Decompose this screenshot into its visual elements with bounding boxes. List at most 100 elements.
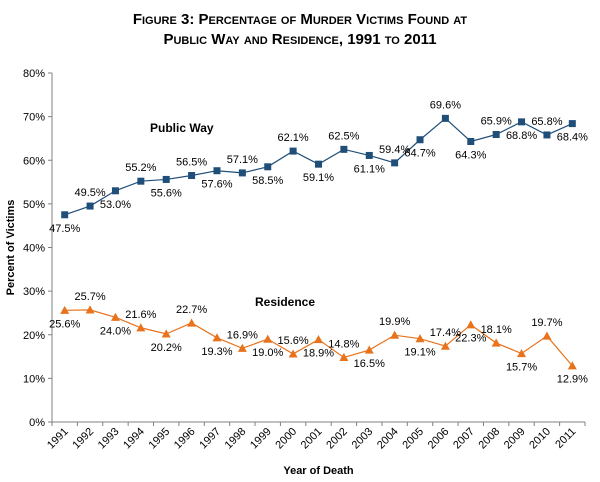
- data-point-marker: [466, 320, 476, 329]
- data-label: 57.6%: [201, 179, 232, 191]
- x-tick-label: 2002: [324, 426, 350, 452]
- data-point-marker: [188, 172, 196, 180]
- data-label: 57.1%: [227, 154, 258, 166]
- data-point-marker: [543, 131, 551, 139]
- data-label: 25.7%: [74, 291, 105, 303]
- x-tick-label: 2010: [527, 426, 553, 452]
- data-point-marker: [137, 177, 145, 185]
- data-point-marker: [314, 335, 323, 344]
- x-tick-label: 2008: [476, 426, 502, 452]
- x-tick-label: 1997: [197, 426, 223, 452]
- data-point-marker: [213, 167, 221, 175]
- data-point-marker: [161, 329, 171, 338]
- data-label: 64.3%: [455, 149, 486, 161]
- data-label: 62.1%: [278, 132, 309, 144]
- data-label: 15.7%: [506, 362, 537, 374]
- data-point-marker: [467, 137, 475, 145]
- series-label-public-way: Public Way: [150, 121, 214, 135]
- data-label: 16.9%: [227, 329, 258, 341]
- x-tick-label: 1998: [223, 426, 249, 452]
- x-tick-label: 2009: [502, 426, 528, 452]
- x-tick-label: 1995: [147, 426, 173, 452]
- x-tick-label: 1994: [121, 426, 147, 452]
- data-label: 56.5%: [176, 157, 207, 169]
- data-label: 18.1%: [481, 324, 512, 336]
- data-label: 47.5%: [49, 223, 80, 235]
- data-point-marker: [288, 349, 298, 358]
- data-point-marker: [440, 341, 450, 350]
- series-label-residence: Residence: [255, 295, 315, 309]
- data-point-marker: [60, 305, 70, 314]
- data-point-marker: [110, 312, 120, 321]
- data-label: 15.6%: [278, 335, 309, 347]
- x-tick-label: 2005: [400, 426, 426, 452]
- data-point-marker: [263, 334, 273, 343]
- data-point-marker: [85, 305, 95, 314]
- data-point-marker: [237, 343, 247, 352]
- data-point-marker: [441, 114, 449, 122]
- data-label: 19.3%: [201, 346, 232, 358]
- y-tick-label: 30%: [23, 286, 45, 298]
- y-tick-label: 60%: [23, 155, 45, 167]
- x-tick-label: 1999: [248, 426, 274, 452]
- y-axis-title: Percent of Victims: [5, 200, 17, 296]
- data-point-marker: [568, 120, 576, 128]
- data-label: 59.4%: [379, 144, 410, 156]
- data-point-marker: [315, 160, 322, 168]
- data-point-marker: [391, 159, 399, 167]
- data-point-marker: [416, 136, 424, 144]
- x-tick-label: 1991: [45, 426, 71, 452]
- data-label: 17.4%: [430, 327, 461, 339]
- y-tick-label: 0%: [29, 417, 45, 429]
- x-tick-label: 2004: [375, 426, 401, 452]
- data-point-marker: [364, 345, 374, 354]
- data-label: 14.8%: [328, 338, 359, 350]
- data-label: 55.2%: [125, 162, 156, 174]
- y-tick-label: 10%: [23, 373, 45, 385]
- data-label: 20.2%: [151, 342, 182, 354]
- x-tick-label: 2000: [273, 426, 299, 452]
- data-label: 22.3%: [455, 333, 486, 345]
- data-point-marker: [518, 118, 526, 126]
- y-tick-label: 20%: [23, 330, 45, 342]
- x-tick-label: 2007: [451, 426, 477, 452]
- data-point-marker: [415, 334, 425, 343]
- chart-title-line-1: Figure 3: Percentage of Murder Victims F…: [132, 11, 468, 28]
- x-tick-label: 2001: [299, 426, 325, 452]
- data-label: 64.7%: [404, 148, 435, 160]
- data-point-marker: [111, 187, 119, 195]
- x-tick-label: 1996: [172, 426, 198, 452]
- data-point-marker: [340, 145, 348, 153]
- chart-title-line-2: Public Way and Residence, 1991 to 2011: [163, 31, 437, 48]
- data-label: 68.8%: [506, 130, 537, 142]
- data-label: 62.5%: [328, 130, 359, 142]
- data-label: 19.7%: [531, 317, 562, 329]
- data-label: 69.6%: [430, 99, 461, 111]
- x-tick-label: 1992: [70, 426, 96, 452]
- data-label: 58.5%: [252, 175, 283, 187]
- data-label: 53.0%: [100, 199, 131, 211]
- data-point-marker: [187, 318, 197, 327]
- chart-title: Figure 3: Percentage of Murder Victims F…: [0, 10, 600, 50]
- data-point-marker: [238, 169, 246, 177]
- data-label: 55.6%: [151, 187, 182, 199]
- data-point-marker: [162, 175, 170, 183]
- data-point-marker: [492, 131, 500, 139]
- data-label: 65.9%: [481, 116, 512, 128]
- data-point-marker: [61, 211, 69, 219]
- x-axis-title: Year of Death: [283, 465, 354, 477]
- data-label: 61.1%: [354, 163, 385, 175]
- data-label: 18.9%: [303, 348, 334, 360]
- data-label: 21.6%: [125, 309, 156, 321]
- data-label: 65.8%: [531, 116, 562, 128]
- data-point-marker: [567, 361, 577, 370]
- data-point-marker: [365, 151, 373, 159]
- y-tick-label: 40%: [23, 243, 45, 255]
- y-tick-label: 70%: [23, 112, 45, 124]
- data-point-marker: [212, 333, 222, 342]
- data-point-marker: [289, 147, 297, 155]
- data-label: 19.0%: [252, 347, 283, 359]
- data-point-marker: [86, 202, 94, 210]
- x-tick-label: 2011: [553, 426, 578, 451]
